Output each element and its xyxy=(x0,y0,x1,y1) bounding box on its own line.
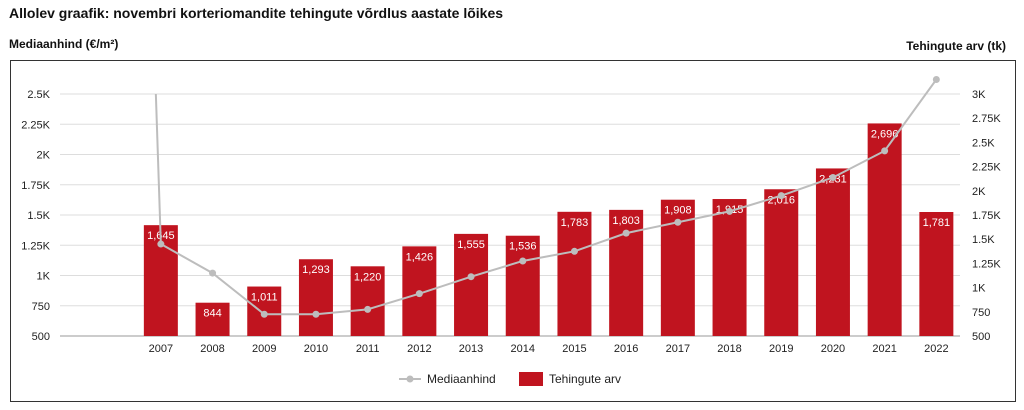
chart-frame xyxy=(10,60,1016,402)
legend-label-bar: Tehingute arv xyxy=(549,372,621,386)
bar xyxy=(712,199,747,336)
bar-value-label: 1,426 xyxy=(406,251,434,263)
y-left-tick-label: 2.5K xyxy=(27,89,50,101)
y-right-tick-label: 1K xyxy=(972,283,986,295)
line-point xyxy=(881,147,889,155)
y-right-tick-label: 500 xyxy=(972,331,990,343)
bar xyxy=(505,235,540,336)
bar xyxy=(557,211,592,336)
line-point xyxy=(260,310,268,318)
y-right-tick-label: 750 xyxy=(972,307,990,319)
bar xyxy=(815,168,850,336)
line-point xyxy=(364,305,372,313)
y-left-tick-label: 750 xyxy=(32,301,50,313)
bar-value-label: 1,220 xyxy=(354,271,382,283)
line-point xyxy=(157,240,165,248)
bar-value-label: 1,908 xyxy=(664,205,692,217)
line-point xyxy=(312,310,320,318)
x-tick-label: 2014 xyxy=(511,343,535,355)
line-point xyxy=(932,75,940,83)
bar-value-label: 1,555 xyxy=(457,239,485,251)
y-left-tick-label: 2.25K xyxy=(21,119,50,131)
x-tick-label: 2019 xyxy=(769,343,793,355)
y-right-tick-label: 2.5K xyxy=(972,137,995,149)
y-left-tick-label: 1.75K xyxy=(21,180,50,192)
bar-value-label: 844 xyxy=(203,308,221,320)
line-point xyxy=(519,257,527,265)
line-point xyxy=(622,229,630,237)
x-tick-label: 2020 xyxy=(821,343,845,355)
x-tick-label: 2013 xyxy=(459,343,483,355)
x-tick-label: 2021 xyxy=(872,343,896,355)
line-point xyxy=(467,273,475,281)
line-series xyxy=(154,75,940,318)
bar xyxy=(609,209,644,336)
bar-value-label: 1,011 xyxy=(251,292,278,304)
x-tick-label: 2011 xyxy=(356,343,380,355)
line-point xyxy=(777,192,785,200)
line-point xyxy=(674,218,682,226)
y-right-tick-label: 2K xyxy=(972,186,986,198)
bar xyxy=(298,259,333,336)
x-tick-label: 2010 xyxy=(304,343,328,355)
bar-value-label: 1,293 xyxy=(302,264,330,276)
bar-value-label: 1,783 xyxy=(561,217,589,229)
line-point xyxy=(829,173,837,181)
legend: Mediaanhind Tehingute arv xyxy=(399,372,621,386)
line-point xyxy=(726,207,734,215)
x-tick-label: 2017 xyxy=(666,343,690,355)
line-point xyxy=(570,247,578,255)
bar-value-label: 1,536 xyxy=(509,241,537,253)
y-left-tick-label: 500 xyxy=(32,331,50,343)
y-right-tick-label: 2.75K xyxy=(972,113,1001,125)
legend-line-marker xyxy=(406,375,414,383)
y-left-tick-label: 1K xyxy=(37,271,51,283)
bar-value-label: 2,696 xyxy=(871,128,899,140)
y-right-tick-label: 1.5K xyxy=(972,234,995,246)
bar xyxy=(919,211,954,336)
y-right-tick-label: 1.75K xyxy=(972,210,1001,222)
bar xyxy=(764,189,799,336)
line-point xyxy=(415,290,423,298)
x-tick-label: 2016 xyxy=(614,343,638,355)
bar xyxy=(867,123,902,336)
bar-value-label: 1,803 xyxy=(612,215,640,227)
x-tick-label: 2007 xyxy=(149,343,173,355)
x-tick-label: 2012 xyxy=(407,343,431,355)
y-left-tick-label: 2K xyxy=(37,150,51,162)
x-tick-label: 2018 xyxy=(717,343,741,355)
y-right-tick-label: 3K xyxy=(972,89,986,101)
x-tick-label: 2008 xyxy=(200,343,224,355)
axis-ticks: 500 750 1K 1.25K 1.5K 1.75K 2K 2.25K 2.5K 500 750 1… xyxy=(21,89,1001,355)
bar xyxy=(195,302,230,336)
y-right-tick-label: 1.25K xyxy=(972,258,1001,270)
x-tick-label: 2009 xyxy=(252,343,276,355)
x-tick-label: 2015 xyxy=(562,343,586,355)
line-point xyxy=(209,269,217,277)
y-left-tick-label: 1.5K xyxy=(27,210,50,222)
y-right-tick-label: 2.25K xyxy=(972,162,1001,174)
bar xyxy=(350,266,385,336)
bar-value-label: 1,781 xyxy=(923,217,951,229)
y-left-tick-label: 1.25K xyxy=(21,240,50,252)
bar xyxy=(454,233,489,336)
y-axis-left-label: Mediaanhind (€/m²) xyxy=(9,37,119,51)
chart-title: Allolev graafik: novembri korteriomandit… xyxy=(9,5,504,21)
legend-bar-swatch xyxy=(519,372,543,386)
legend-label-line: Mediaanhind xyxy=(427,372,496,386)
x-tick-label: 2022 xyxy=(924,343,948,355)
y-axis-right-label: Tehingute arv (tk) xyxy=(906,39,1006,53)
